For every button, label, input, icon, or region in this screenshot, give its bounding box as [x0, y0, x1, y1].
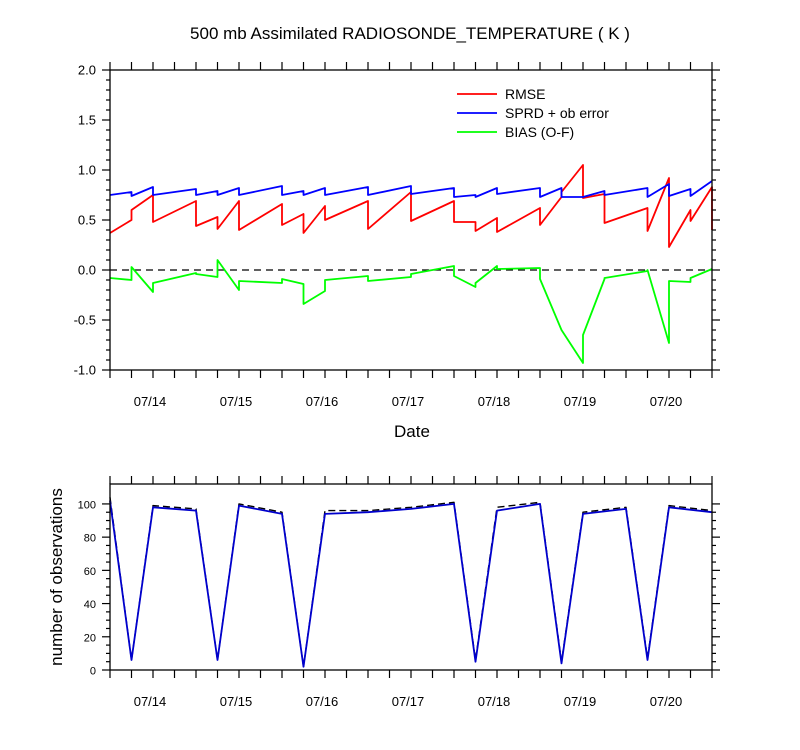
x-tick-label: 07/15: [220, 394, 253, 409]
top-y-tick-labels: -1.0 -0.5 0.0 0.5 1.0 1.5 2.0: [74, 63, 96, 378]
bottom-y-tick-labels: 0 20 40 60 80 100: [78, 499, 96, 677]
top-plot: -1.0-0.50.00.51.01.52.0 07/14 07/15 07/16 0…: [74, 62, 720, 409]
top-plot-frame: [109, 69, 713, 371]
x-tick-label: 07/14: [134, 394, 167, 409]
top-series-line-rmse: [109, 164, 713, 248]
x-tick-label: 07/17: [392, 394, 425, 409]
legend-label-sprd-ob-error: SPRD + ob error: [505, 105, 609, 121]
legend-label-rmse: RMSE: [505, 86, 545, 102]
x-tick-label: 07/20: [650, 394, 683, 409]
bottom-series-line-assimilated: [109, 500, 713, 668]
top-axis-ticks: [102, 62, 720, 378]
y-tick-label: 100: [78, 499, 96, 511]
x-tick-label: 07/18: [478, 694, 511, 709]
x-tick-label: 07/20: [650, 694, 683, 709]
x-tick-label: 07/17: [392, 694, 425, 709]
x-tick-label: 07/14: [134, 694, 167, 709]
legend: RMSE SPRD + ob error BIAS (O-F): [457, 86, 609, 140]
x-tick-label: 07/16: [306, 694, 339, 709]
y-tick-label: 20: [84, 632, 96, 644]
y-tick-label: 60: [84, 566, 96, 578]
legend-label-bias-o-f: BIAS (O-F): [505, 124, 574, 140]
x-tick-label: 07/19: [564, 394, 597, 409]
y-tick-label: 0.5: [78, 213, 96, 228]
top-series-line-bias-o-f: [109, 259, 713, 364]
bottom-x-tick-labels: 07/14 07/15 07/16 07/17 07/18 07/19 07/20: [134, 694, 683, 709]
y-tick-label: 1.5: [78, 113, 96, 128]
bottom-series-line-possible: [109, 497, 713, 668]
x-tick-label: 07/15: [220, 694, 253, 709]
x-tick-label: 07/18: [478, 394, 511, 409]
chart-title: 500 mb Assimilated RADIOSONDE_TEMPERATUR…: [190, 24, 630, 43]
x-tick-label: 07/16: [306, 394, 339, 409]
y-tick-label: -1.0: [74, 363, 96, 378]
top-x-tick-labels: 07/14 07/15 07/16 07/17 07/18 07/19 07/20: [134, 394, 683, 409]
bottom-series-group: [109, 497, 713, 668]
y-tick-label: 0.0: [78, 263, 96, 278]
y-tick-label: 1.0: [78, 163, 96, 178]
bottom-plot-frame: [109, 483, 713, 671]
top-series-group: [109, 164, 713, 364]
y-tick-label: 80: [84, 533, 96, 545]
x-axis-title: Date: [394, 422, 430, 441]
y-tick-label: 0: [90, 666, 96, 678]
y-tick-label: -0.5: [74, 313, 96, 328]
y-axis-title-observations: number of observations: [47, 488, 66, 666]
x-tick-label: 07/19: [564, 694, 597, 709]
y-tick-label: 2.0: [78, 63, 96, 78]
top-series-line-sprd-ob-error: [109, 180, 713, 198]
y-tick-label: 40: [84, 599, 96, 611]
bottom-axis-ticks: [102, 476, 720, 678]
